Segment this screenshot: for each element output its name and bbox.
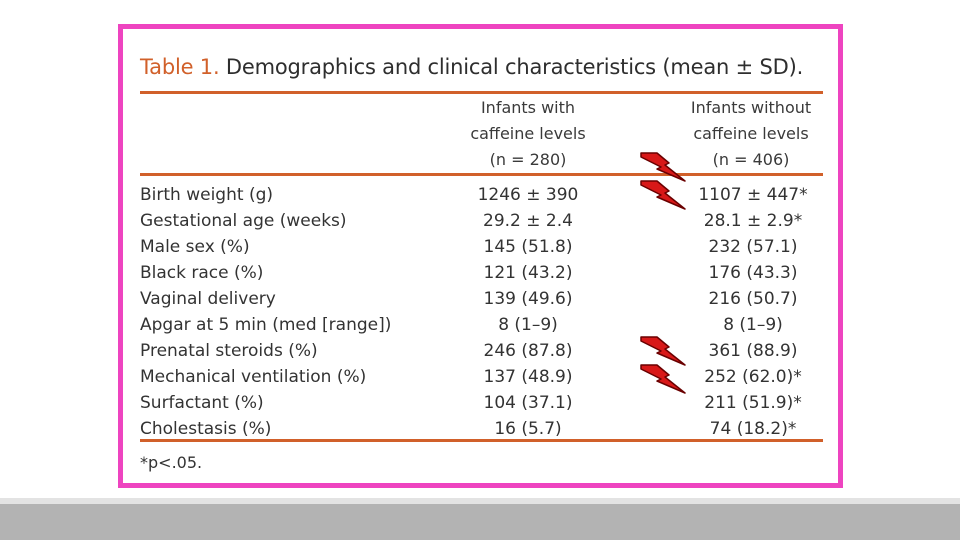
value-without-caffeine: 252 (62.0)*: [704, 367, 802, 387]
table-row: Cholestasis (%) 16 (5.7) 74 (18.2)*: [140, 416, 830, 442]
row-label: Prenatal steroids (%): [140, 341, 318, 361]
value-with-caffeine: 145 (51.8): [483, 237, 573, 257]
value-without-caffeine: 8 (1–9): [723, 315, 783, 335]
value-without-caffeine: 28.1 ± 2.9*: [703, 211, 803, 231]
table-footnote: *p<.05.: [140, 453, 203, 472]
value-without-caffeine: 232 (57.1): [708, 237, 798, 257]
value-with-caffeine: 104 (37.1): [483, 393, 573, 413]
column-header-with-caffeine: Infants with caffeine levels (n = 280): [453, 95, 603, 173]
row-label: Cholestasis (%): [140, 419, 272, 439]
value-with-caffeine: 121 (43.2): [483, 263, 573, 283]
row-label: Black race (%): [140, 263, 264, 283]
table-title: Table 1. Demographics and clinical chara…: [140, 55, 803, 79]
table-header-rule: [140, 173, 823, 176]
row-label: Gestational age (weeks): [140, 211, 347, 231]
column-header-line: Infants without: [690, 98, 812, 117]
column-header-n: (n = 406): [712, 150, 790, 169]
column-header-line: caffeine levels: [470, 124, 586, 143]
footer-band-light: [0, 498, 960, 504]
table-number: Table 1.: [140, 55, 220, 79]
footer-band: [0, 504, 960, 540]
table-row: Surfactant (%) 104 (37.1) 211 (51.9)*: [140, 390, 830, 416]
column-header-line: caffeine levels: [693, 124, 809, 143]
table-row: Black race (%) 121 (43.2) 176 (43.3): [140, 260, 830, 286]
lightning-bolt-icon: [640, 180, 686, 210]
value-with-caffeine: 246 (87.8): [483, 341, 573, 361]
value-without-caffeine: 1107 ± 447*: [698, 185, 808, 205]
value-without-caffeine: 216 (50.7): [708, 289, 798, 309]
row-label: Surfactant (%): [140, 393, 264, 413]
value-with-caffeine: 139 (49.6): [483, 289, 573, 309]
lightning-bolt-icon: [640, 152, 686, 182]
lightning-bolt-icon: [640, 364, 686, 394]
column-header-line: Infants with: [480, 98, 576, 117]
table-row: Prenatal steroids (%) 246 (87.8) 361 (88…: [140, 338, 830, 364]
value-with-caffeine: 29.2 ± 2.4: [483, 211, 573, 231]
value-with-caffeine: 1246 ± 390: [477, 185, 579, 205]
table-caption: Demographics and clinical characteristic…: [225, 55, 804, 79]
value-without-caffeine: 361 (88.9): [708, 341, 798, 361]
table-row: Mechanical ventilation (%) 137 (48.9) 25…: [140, 364, 830, 390]
table-bottom-rule: [140, 439, 823, 442]
row-label: Male sex (%): [140, 237, 250, 257]
table-image-frame: Table 1. Demographics and clinical chara…: [118, 24, 843, 488]
table-row: Gestational age (weeks) 29.2 ± 2.4 28.1 …: [140, 208, 830, 234]
row-label: Mechanical ventilation (%): [140, 367, 367, 387]
row-label: Birth weight (g): [140, 185, 273, 205]
table-row: Apgar at 5 min (med [range]) 8 (1–9) 8 (…: [140, 312, 830, 338]
value-with-caffeine: 8 (1–9): [498, 315, 558, 335]
table-row: Birth weight (g) 1246 ± 390 1107 ± 447*: [140, 182, 830, 208]
table-top-rule: [140, 91, 823, 94]
value-without-caffeine: 211 (51.9)*: [704, 393, 802, 413]
lightning-bolt-icon: [640, 336, 686, 366]
value-with-caffeine: 16 (5.7): [494, 419, 562, 439]
value-with-caffeine: 137 (48.9): [483, 367, 573, 387]
table-row: Vaginal delivery 139 (49.6) 216 (50.7): [140, 286, 830, 312]
column-header-without-caffeine: Infants without caffeine levels (n = 406…: [666, 95, 836, 173]
value-without-caffeine: 176 (43.3): [708, 263, 798, 283]
table-row: Male sex (%) 145 (51.8) 232 (57.1): [140, 234, 830, 260]
value-without-caffeine: 74 (18.2)*: [709, 419, 797, 439]
column-header-n: (n = 280): [489, 150, 567, 169]
table-body: Birth weight (g) 1246 ± 390 1107 ± 447* …: [140, 182, 830, 442]
row-label: Apgar at 5 min (med [range]): [140, 315, 392, 335]
row-label: Vaginal delivery: [140, 289, 276, 309]
